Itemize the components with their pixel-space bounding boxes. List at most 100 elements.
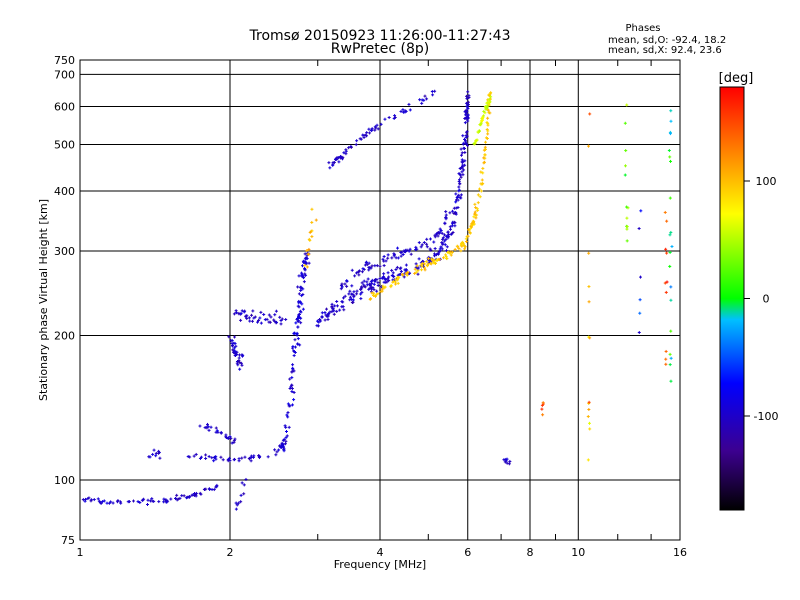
data-point [374, 293, 378, 297]
y-tick-label: 100 [54, 474, 75, 487]
data-point [473, 202, 477, 206]
data-point [365, 283, 369, 287]
data-point [175, 493, 179, 497]
data-point [274, 309, 278, 313]
data-point [348, 289, 352, 293]
data-point [485, 101, 489, 105]
data-point [368, 282, 372, 286]
data-point [396, 246, 400, 250]
data-point [353, 274, 357, 278]
data-point [446, 230, 450, 234]
data-point [284, 429, 288, 433]
data-point [273, 313, 277, 317]
data-point [335, 299, 339, 303]
data-point [290, 376, 294, 380]
data-point [378, 264, 382, 268]
data-point [176, 497, 180, 501]
data-point [466, 119, 470, 123]
data-point [483, 153, 487, 157]
data-point [297, 312, 301, 316]
data-point [273, 448, 277, 452]
data-point [232, 346, 236, 350]
data-point [96, 497, 100, 501]
data-point [233, 351, 237, 355]
data-point [436, 251, 440, 255]
data-point [232, 312, 236, 316]
data-point [639, 275, 643, 279]
data-point [360, 270, 364, 274]
data-point [444, 237, 448, 241]
data-point [368, 286, 372, 290]
data-point [463, 247, 467, 251]
data-point [436, 234, 440, 238]
data-point [444, 210, 448, 214]
x-tick-label: 1 [77, 546, 84, 559]
data-point [332, 312, 336, 316]
data-point [204, 487, 208, 491]
data-point [328, 166, 332, 170]
data-point [382, 254, 386, 258]
data-point [476, 193, 480, 197]
data-point [247, 316, 251, 320]
data-point [298, 309, 302, 313]
data-point [399, 109, 403, 113]
data-point [326, 317, 330, 321]
data-point [460, 170, 464, 174]
data-point [389, 285, 393, 289]
data-point [304, 261, 308, 265]
data-point [438, 258, 442, 262]
data-point [234, 344, 238, 348]
data-point [482, 160, 486, 164]
data-point [387, 279, 391, 283]
data-point [315, 324, 319, 328]
data-point [382, 259, 386, 263]
data-point [158, 456, 162, 460]
data-point [371, 293, 375, 297]
data-point [420, 261, 424, 265]
data-point [418, 98, 422, 102]
data-point [331, 162, 335, 166]
x-tick-label: 10 [571, 546, 585, 559]
data-point [361, 133, 365, 137]
data-point [665, 280, 669, 284]
data-point [266, 455, 270, 459]
data-point [464, 240, 468, 244]
data-point [541, 401, 545, 405]
data-point [257, 456, 261, 460]
data-point [432, 240, 436, 244]
data-point [486, 116, 490, 120]
data-point [586, 415, 590, 419]
data-point [625, 103, 629, 107]
data-point [637, 330, 641, 334]
data-point [485, 137, 489, 141]
data-point [359, 285, 363, 289]
data-point [444, 253, 448, 257]
data-point [352, 290, 356, 294]
data-point [157, 500, 161, 504]
data-point [233, 335, 237, 339]
colorbar-tick-label: 0 [763, 293, 770, 306]
data-point [219, 431, 223, 435]
data-point [386, 253, 390, 257]
data-point [109, 500, 113, 504]
data-point [442, 233, 446, 237]
data-point [354, 143, 358, 147]
data-point [375, 278, 379, 282]
data-point [421, 260, 425, 264]
data-point [587, 285, 591, 289]
data-points [81, 89, 674, 511]
data-point [487, 98, 491, 102]
data-point [190, 493, 194, 497]
data-point [239, 318, 243, 322]
data-point [207, 487, 211, 491]
data-point [360, 281, 364, 285]
data-point [307, 247, 311, 251]
data-point [483, 148, 487, 152]
data-point [470, 223, 474, 227]
data-point [588, 112, 592, 116]
data-point [365, 131, 369, 135]
data-point [479, 170, 483, 174]
data-point [226, 457, 230, 461]
data-point [413, 271, 417, 275]
data-point [461, 163, 465, 167]
